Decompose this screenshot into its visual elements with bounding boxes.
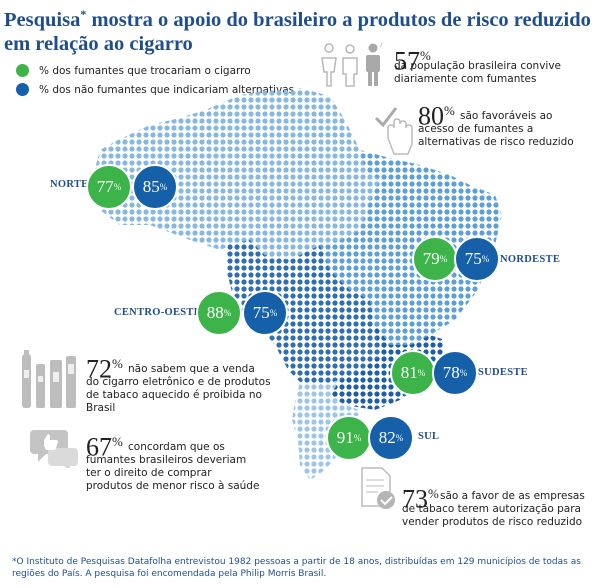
norte-smokers-value: 77 — [96, 177, 114, 196]
nordeste-smokers-badge: 79% — [412, 236, 458, 282]
centro-oeste-non-smokers-value: 75 — [252, 303, 270, 322]
page-title: Pesquisa* mostra o apoio do brasileiro a… — [4, 2, 594, 56]
legend-non-smokers: % dos não fumantes que indicariam altern… — [16, 83, 294, 96]
centro-oeste-smokers-value: 88 — [206, 303, 224, 322]
pct-sign: % — [428, 486, 439, 501]
sul-smokers-value: 91 — [336, 428, 354, 447]
nordeste-non-smokers-badge: 75% — [454, 236, 500, 282]
pct-sign: % — [113, 182, 122, 192]
norte-non-smokers-value: 85 — [142, 177, 160, 196]
stat-57-value: 57% — [394, 44, 431, 74]
region-label-nordeste: NORDESTE — [500, 254, 561, 265]
norte-smokers-badge: 77% — [86, 164, 132, 210]
stat-80-text: são favoráveis ao acesso de fumantes a a… — [418, 110, 574, 148]
stat-72-text: não sabem que a venda do cigarro eletrôn… — [86, 363, 271, 414]
stat-57-text: da população brasileira convive diariame… — [394, 60, 562, 85]
pct-sign: % — [459, 368, 468, 378]
chat-thumbs-icon — [30, 430, 78, 468]
sul-non-smokers-badge: 82% — [368, 415, 414, 461]
stat-67-text: concordam que os fumantes brasileiros de… — [86, 441, 260, 492]
nordeste-smokers-value: 79 — [422, 249, 440, 268]
hand-check-icon — [374, 107, 413, 155]
pct-sign: % — [159, 182, 168, 192]
pct-sign: % — [420, 48, 431, 63]
sul-non-smokers-value: 82 — [378, 428, 396, 447]
stat-73: 73% são a favor de as empresas de tabaco… — [402, 482, 597, 528]
title-asterisk: * — [80, 7, 87, 21]
footnote: *O Instituto de Pesquisas Datafolha entr… — [12, 557, 581, 579]
nordeste-non-smokers-value: 75 — [464, 249, 482, 268]
stat-73-value: 73% — [402, 482, 439, 512]
sul-smokers-badge: 91% — [326, 415, 372, 461]
stat-73-number: 73 — [402, 484, 428, 514]
stat-73-text: são a favor de as empresas de tabaco ter… — [402, 490, 585, 528]
centro-oeste-non-smokers-badge: 75% — [242, 290, 288, 336]
stat-80: 80% são favoráveis ao acesso de fumantes… — [418, 99, 598, 148]
pct-sign: % — [223, 308, 232, 318]
pct-sign: % — [439, 254, 448, 264]
stat-67-value: 67% — [86, 430, 123, 460]
region-label-norte: NORTE — [50, 179, 89, 190]
title-part1: Pesquisa — [4, 8, 81, 31]
devices-icon — [22, 350, 76, 408]
legend-smokers: % dos fumantes que trocariam o cigarro — [16, 64, 251, 77]
stat-57: 57% da população brasileira convive diar… — [394, 44, 594, 85]
pct-sign: % — [417, 368, 426, 378]
green-dot-icon — [16, 64, 29, 77]
norte-non-smokers-badge: 85% — [132, 164, 178, 210]
stat-67-number: 67 — [86, 432, 112, 462]
blue-dot-icon — [16, 83, 29, 96]
stat-80-value: 80% — [418, 99, 455, 129]
region-label-centro-oeste: CENTRO-OESTE — [114, 307, 202, 318]
legend-smokers-label: % dos fumantes que trocariam o cigarro — [39, 64, 251, 77]
sudeste-smokers-badge: 81% — [390, 350, 436, 396]
sudeste-non-smokers-badge: 78% — [432, 350, 478, 396]
pct-sign: % — [481, 254, 490, 264]
region-label-sul: SUL — [418, 431, 440, 442]
sudeste-smokers-value: 81 — [400, 363, 418, 382]
stat-72-value: 72% — [86, 352, 123, 382]
centro-oeste-smokers-badge: 88% — [196, 290, 242, 336]
stat-67: 67% concordam que os fumantes brasileiro… — [86, 430, 266, 492]
document-check-icon — [361, 467, 395, 509]
stat-72-number: 72 — [86, 354, 112, 384]
region-label-sudeste: SUDESTE — [478, 367, 528, 378]
pct-sign: % — [112, 356, 123, 371]
people-icon — [321, 42, 383, 87]
pct-sign: % — [112, 434, 123, 449]
stat-72: 72% não sabem que a venda do cigarro ele… — [86, 352, 271, 414]
title-part2: mostra o apoio do brasileiro a produtos … — [4, 8, 591, 55]
pct-sign: % — [444, 103, 455, 118]
sudeste-non-smokers-value: 78 — [442, 363, 460, 382]
pct-sign: % — [395, 433, 404, 443]
pct-sign: % — [353, 433, 362, 443]
stat-57-number: 57 — [394, 46, 420, 76]
stat-80-number: 80 — [418, 101, 444, 131]
legend-non-smokers-label: % dos não fumantes que indicariam altern… — [39, 83, 295, 96]
pct-sign: % — [269, 308, 278, 318]
